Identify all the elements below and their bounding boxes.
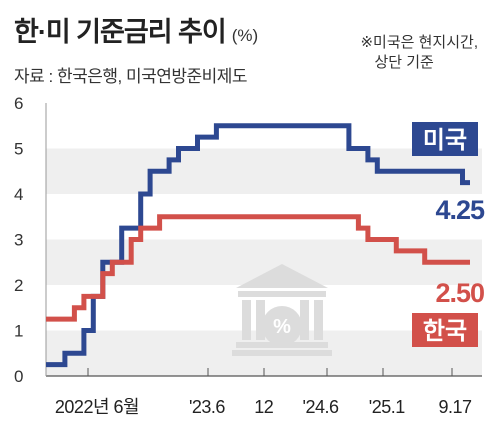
chart-title-block: 한·미 기준금리 추이 (%): [14, 10, 258, 49]
chart-note-line1: ※미국은 현지시간,: [360, 34, 478, 51]
kr-end-value: 2.50: [435, 278, 484, 308]
x-tick-label: 12: [254, 397, 274, 417]
x-tick-label: 2022년 6월: [55, 397, 139, 417]
x-tick-label: '23.6: [189, 397, 225, 417]
y-tick-label: 3: [14, 231, 23, 250]
x-tick-label: 9.17: [438, 397, 472, 417]
us-legend-label: 미국: [423, 127, 467, 154]
y-tick-label: 1: [14, 322, 23, 341]
kr-rate-line: [46, 214, 470, 322]
y-tick-label: 2: [14, 276, 23, 295]
chart-note: ※미국은 현지시간, 상단 기준: [360, 33, 478, 73]
kr-legend-label: 한국: [423, 318, 467, 345]
us-legend-box: [412, 122, 478, 156]
y-tick-label: 4: [14, 185, 23, 204]
x-tick-label: '25.1: [369, 397, 405, 417]
chart-note-line2: 상단 기준: [374, 54, 434, 71]
y-tick-label: 5: [14, 140, 23, 159]
chart-unit: (%): [231, 26, 259, 45]
svg-text:%: %: [273, 316, 291, 338]
x-tick-label: '24.6: [303, 397, 339, 417]
us-rate-line: [46, 123, 470, 368]
bank-watermark-icon: %: [232, 264, 332, 356]
y-tick-label: 6: [14, 94, 23, 113]
chart-source: 자료 : 한국은행, 미국연방준비제도: [14, 67, 248, 86]
us-end-value: 4.25: [435, 195, 485, 225]
kr-legend-box: [412, 313, 478, 347]
y-tick-label: 0: [14, 367, 23, 386]
chart-title: 한·미 기준금리 추이: [14, 17, 227, 47]
